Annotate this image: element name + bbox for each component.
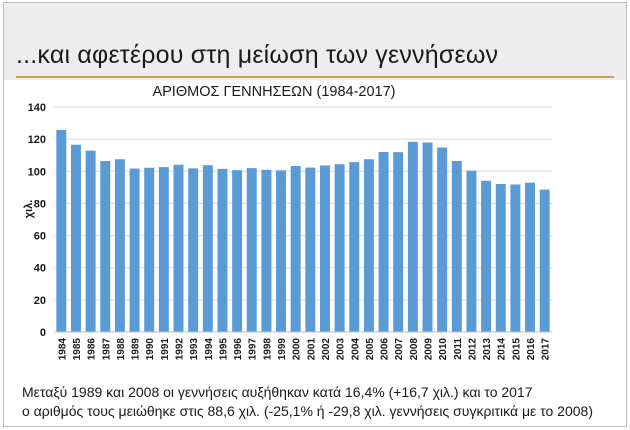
x-tick-label: 1984 — [57, 338, 68, 361]
bar-2016 — [525, 182, 536, 332]
x-tick-label: 2016 — [526, 338, 537, 361]
x-tick-label: 1996 — [233, 338, 244, 361]
bar-2007 — [393, 152, 404, 332]
bar-1996 — [232, 170, 243, 332]
footer-line-1: Μεταξύ 1989 και 2008 οι γεννήσεις αυξήθη… — [22, 384, 533, 400]
x-tick-label: 1998 — [262, 338, 273, 361]
bar-1993 — [188, 168, 199, 332]
y-tick-label: 60 — [34, 231, 46, 243]
bar-2012 — [466, 170, 477, 332]
bar-2002 — [319, 165, 330, 332]
bar-1985 — [70, 144, 81, 332]
bar-1984 — [56, 129, 67, 332]
x-tick-label: 2004 — [350, 338, 361, 361]
bar-2004 — [349, 162, 360, 332]
x-tick-label: 1993 — [189, 338, 200, 361]
x-tick-label: 2012 — [467, 338, 478, 361]
bar-2015 — [510, 184, 521, 332]
bar-1989 — [129, 168, 140, 332]
bar-2010 — [437, 147, 448, 332]
slide-title: ...και αφετέρου στη μείωση των γεννήσεων — [16, 41, 499, 69]
chart-title: ΑΡΙΘΜΟΣ ΓΕΝΝΗΣΕΩΝ (1984-2017) — [152, 84, 395, 100]
x-tick-label: 1987 — [101, 338, 112, 361]
bar-2008 — [407, 141, 418, 332]
x-tick-label: 1986 — [87, 338, 98, 361]
x-tick-label: 2001 — [306, 338, 317, 361]
x-tick-label: 1997 — [248, 338, 259, 361]
slide-header: ...και αφετέρου στη μείωση των γεννήσεων — [4, 3, 626, 80]
slide-frame: ...και αφετέρου στη μείωση των γεννήσεων… — [3, 2, 627, 427]
bar-2005 — [363, 159, 374, 332]
x-tick-label: 1988 — [116, 338, 127, 361]
births-bar-chart: ΑΡΙΘΜΟΣ ΓΕΝΝΗΣΕΩΝ (1984-2017) 0 20 40 60 80 1… — [23, 84, 552, 361]
x-tick-label: 1989 — [131, 338, 142, 361]
x-tick-label: 2003 — [336, 338, 347, 361]
x-tick-label: 1995 — [218, 338, 229, 361]
y-tick-label: 20 — [34, 295, 46, 307]
bar-1997 — [246, 168, 257, 332]
y-tick-label: 40 — [34, 263, 46, 275]
x-tick-label: 2014 — [497, 338, 508, 361]
y-tick-label: 0 — [40, 327, 46, 339]
x-tick-label: 2006 — [380, 338, 391, 361]
x-tick-label: 2007 — [394, 338, 405, 361]
y-tick-label: 120 — [28, 134, 46, 146]
x-tick-label: 2002 — [321, 338, 332, 361]
bar-1987 — [100, 161, 111, 332]
footer-note: Μεταξύ 1989 και 2008 οι γεννήσεις αυξήθη… — [22, 383, 622, 421]
x-tick-label: 2015 — [511, 338, 522, 361]
x-tick-label: 1991 — [160, 338, 171, 361]
x-tick-label: 2008 — [409, 338, 420, 361]
bar-2013 — [481, 180, 492, 332]
x-tick-label: 1999 — [277, 338, 288, 361]
bar-2011 — [451, 161, 462, 332]
gridlines — [54, 106, 552, 333]
x-tick-label: 2017 — [541, 338, 552, 361]
bar-1990 — [144, 167, 155, 332]
bar-1999 — [276, 170, 287, 332]
bar-2001 — [305, 167, 316, 332]
bar-1994 — [202, 165, 213, 332]
bar-2000 — [290, 165, 301, 332]
bar-2006 — [378, 152, 389, 332]
bar-1988 — [114, 159, 125, 332]
bar-2017 — [539, 189, 550, 332]
footer-line-2: ο αριθμός τους μειώθηκε στις 88,6 χιλ. (… — [22, 403, 593, 419]
bar-1998 — [261, 169, 272, 332]
bar-2009 — [422, 142, 433, 332]
y-tick-labels: 0 20 40 60 80 100 120 140 — [28, 102, 46, 339]
bar-1991 — [158, 167, 169, 332]
bar-1986 — [85, 150, 96, 332]
x-tick-label: 2010 — [438, 338, 449, 361]
bars — [56, 129, 550, 332]
y-axis-label: χιλ. — [23, 200, 35, 219]
y-tick-label: 80 — [34, 198, 46, 210]
x-tick-label: 2011 — [453, 338, 464, 360]
x-tick-label: 1985 — [72, 338, 83, 361]
x-tick-labels: 1984 1985 1986 1987 1988 1989 1990 1991 1992 1993… — [57, 338, 551, 361]
x-tick-label: 2013 — [482, 338, 493, 361]
x-tick-label: 2009 — [424, 338, 435, 361]
bar-2014 — [495, 183, 506, 332]
x-tick-label: 1994 — [204, 338, 215, 361]
x-tick-label: 1992 — [175, 338, 186, 361]
y-tick-label: 100 — [28, 166, 46, 178]
header-divider — [16, 76, 614, 78]
x-tick-label: 2005 — [365, 338, 376, 361]
x-tick-label: 2000 — [292, 338, 303, 361]
bar-1992 — [173, 164, 184, 332]
y-tick-label: 140 — [28, 102, 46, 114]
bar-2003 — [334, 164, 345, 332]
bar-1995 — [217, 168, 228, 332]
x-tick-label: 1990 — [145, 338, 156, 361]
